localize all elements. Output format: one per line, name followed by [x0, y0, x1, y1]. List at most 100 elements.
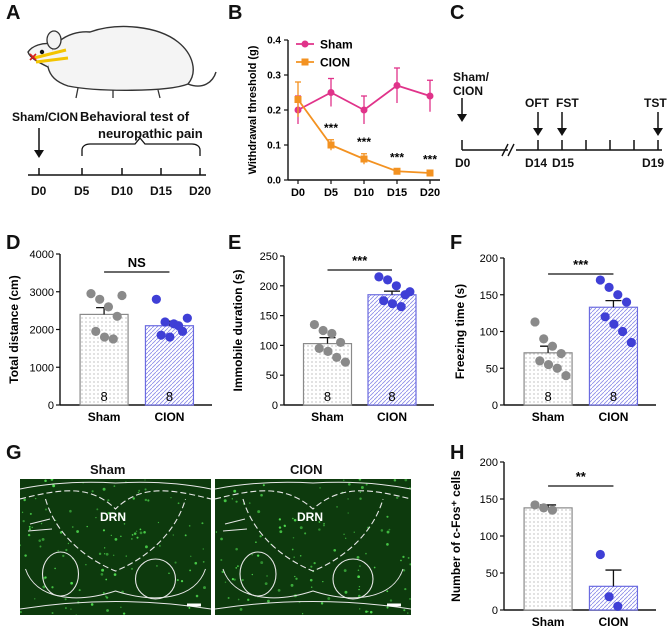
fluorescent-cell — [50, 479, 54, 481]
y-tick-label: 150 — [480, 290, 498, 302]
fluorescent-cell — [20, 544, 22, 547]
fluorescent-cell — [52, 484, 56, 488]
fluorescent-cell — [24, 554, 27, 557]
scatter-point-cion — [600, 312, 610, 322]
fluorescent-cell — [110, 534, 112, 537]
fluorescent-cell — [42, 585, 46, 589]
fluorescent-cell — [247, 598, 250, 602]
legend-marker — [301, 40, 309, 48]
scatter-point-sham — [86, 289, 96, 299]
fluorescent-cell — [40, 522, 43, 525]
timeline-c-test-fst: FST — [556, 96, 579, 110]
scatter-point-sham — [340, 357, 350, 367]
fluorescent-cell — [241, 578, 244, 582]
scatter-point-sham — [309, 319, 320, 330]
scatter-point-sham — [108, 334, 118, 344]
significance-marker: *** — [324, 121, 338, 135]
fluorescent-cell — [95, 516, 97, 519]
data-point-sham — [393, 82, 401, 89]
data-point-cion — [294, 96, 302, 103]
fluorescent-cell — [407, 556, 410, 559]
significance-marker: *** — [357, 135, 371, 149]
y-tick-label: 1000 — [30, 362, 54, 374]
fluorescent-cell — [59, 531, 63, 534]
fluorescent-cell — [292, 537, 295, 539]
scatter-point-cion — [604, 592, 614, 602]
fluorescent-cell — [96, 508, 99, 511]
fluorescent-cell — [395, 496, 399, 500]
fluorescent-cell — [177, 502, 180, 505]
fluorescent-cell — [144, 498, 148, 502]
fluorescent-cell — [123, 523, 126, 525]
fluorescent-cell — [386, 543, 389, 546]
scatter-point-sham — [335, 337, 346, 348]
timeline-c-day-2: D15 — [552, 156, 575, 170]
fluorescent-cell — [34, 598, 36, 600]
timeline-a-day-0: D0 — [31, 184, 47, 198]
fluorescent-cell — [130, 567, 134, 570]
fluorescent-cell — [69, 509, 72, 513]
fluorescent-cell — [404, 479, 408, 482]
fluorescent-cell — [251, 573, 254, 576]
fluorescent-cell — [139, 531, 143, 535]
immobile-duration-bar-chart: 0 50 100 150 200 250 Immobile duration (s) Sham… — [231, 251, 434, 424]
fluorescent-cell — [138, 489, 141, 492]
fluorescent-cell — [190, 555, 192, 557]
fluorescent-cell — [266, 575, 268, 577]
x-tick-label: CION — [598, 410, 628, 424]
fluorescent-cell — [107, 511, 111, 515]
fluorescent-cell — [21, 511, 24, 514]
y-tick-label: 0.2 — [267, 106, 281, 117]
total-distance-bar-chart: 0 1000 2000 3000 4000 Total distance (cm) Sham… — [7, 249, 212, 424]
timeline-a-day-2: D10 — [111, 184, 134, 198]
fluorescent-cell — [293, 556, 295, 558]
fluorescent-cell — [365, 610, 368, 613]
fluorescent-cell — [277, 588, 281, 592]
fluorescent-cell — [342, 479, 345, 482]
timeline-a-day-3: D15 — [150, 184, 173, 198]
fluorescent-cell — [157, 521, 160, 524]
timeline-c-day-0: D0 — [455, 156, 471, 170]
fluorescent-cell — [310, 565, 313, 568]
fluorescent-cell — [65, 548, 68, 552]
y-tick-label: 50 — [266, 370, 278, 382]
panel-letter-a: A — [6, 2, 21, 24]
fluorescent-cell — [215, 531, 218, 533]
scatter-point-cion — [387, 299, 398, 309]
sample-size-label: 8 — [388, 389, 395, 404]
y-tick-label: 200 — [480, 253, 498, 265]
anatomical-outline — [215, 490, 411, 510]
scatter-point-cion — [621, 297, 632, 307]
fluorescent-cell — [51, 612, 54, 615]
fluorescent-cell — [91, 490, 94, 493]
x-tick-label: CION — [598, 615, 628, 629]
fluorescent-cell — [267, 599, 270, 603]
fluorescent-cell — [132, 497, 135, 500]
fluorescent-cell — [358, 588, 360, 591]
y-tick-label: 0 — [272, 400, 278, 412]
fluorescent-cell — [105, 578, 108, 581]
fluorescent-cell — [403, 609, 406, 612]
fluorescent-cell — [347, 512, 349, 514]
fluorescent-cell — [120, 535, 122, 538]
y-tick-label: 100 — [480, 327, 498, 339]
fluorescent-cell — [310, 586, 313, 588]
timeline-c-groups-line2: CION — [453, 84, 483, 98]
fluorescent-cell — [235, 547, 238, 551]
fluorescent-cell — [227, 596, 230, 599]
scatter-point-cion — [160, 317, 170, 327]
fluorescent-cell — [120, 606, 122, 608]
fluorescent-cell — [220, 537, 223, 541]
fluorescent-cell — [111, 512, 114, 515]
fluorescent-cell — [125, 555, 127, 557]
fluorescent-cell — [102, 592, 105, 595]
timeline-a-day-4: D20 — [189, 184, 212, 198]
fluorescent-cell — [201, 522, 204, 525]
anatomical-outline — [20, 481, 211, 490]
fluorescent-cell — [29, 512, 32, 515]
panel-letter-h: H — [450, 442, 465, 464]
scatter-point-sham — [323, 346, 333, 356]
rat-illustration — [27, 25, 217, 99]
fluorescent-cell — [409, 563, 411, 566]
fluorescent-cell — [28, 528, 31, 531]
